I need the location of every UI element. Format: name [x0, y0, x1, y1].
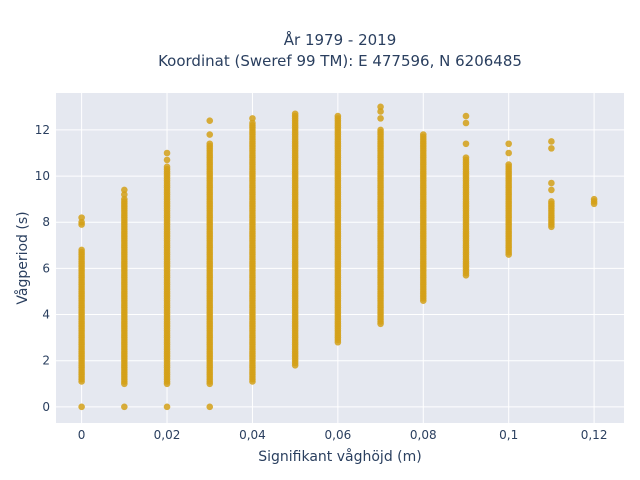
data-point	[206, 131, 214, 138]
y-tick-label: 8	[42, 215, 50, 229]
chart-title: År 1979 - 2019	[284, 30, 397, 49]
x-tick-label: 0,06	[325, 428, 352, 442]
data-point	[505, 149, 512, 157]
x-tick-label: 0,04	[239, 428, 266, 442]
data-point	[249, 115, 256, 122]
data-point	[505, 161, 512, 168]
data-point	[121, 195, 128, 203]
y-tick-label: 10	[35, 169, 50, 183]
data-point	[163, 156, 171, 164]
data-point	[121, 191, 128, 198]
data-point	[334, 112, 342, 120]
data-point	[78, 246, 85, 254]
y-axis-title: Vågperiod (s)	[14, 211, 31, 304]
data-point	[419, 131, 427, 138]
data-point	[206, 403, 214, 411]
data-point	[163, 163, 171, 171]
data-point	[249, 119, 256, 127]
x-tick-label: 0,12	[581, 428, 608, 442]
data-point	[548, 138, 555, 145]
data-point	[78, 403, 85, 411]
data-point	[163, 149, 171, 157]
y-tick-label: 6	[42, 261, 50, 275]
x-tick-label: 0	[78, 428, 86, 442]
data-point	[462, 112, 470, 120]
data-point	[462, 154, 470, 161]
y-tick-label: 12	[35, 123, 50, 137]
data-point	[291, 110, 299, 118]
data-point	[377, 126, 384, 134]
data-point	[163, 403, 171, 411]
data-point	[548, 145, 555, 152]
data-point	[121, 186, 128, 194]
data-point	[121, 403, 128, 411]
y-tick-label: 0	[42, 400, 50, 414]
data-point	[548, 198, 555, 205]
x-tick-label: 0,1	[499, 428, 518, 442]
data-point	[462, 119, 470, 127]
x-tick-label: 0,08	[410, 428, 437, 442]
data-point	[505, 140, 512, 148]
data-point	[78, 218, 85, 226]
data-point	[548, 179, 555, 187]
x-tick-labels: 0 0,02 0,04 0,06 0,08 0,1 0,12	[78, 428, 608, 442]
y-tick-label: 2	[42, 354, 50, 368]
data-point	[206, 117, 214, 124]
y-tick-labels: 0 2 4 6 8 10 12	[35, 123, 50, 414]
data-point	[78, 214, 85, 221]
data-points	[78, 103, 598, 411]
data-point	[377, 103, 384, 111]
x-tick-label: 0,02	[154, 428, 181, 442]
data-point	[462, 140, 470, 148]
data-point	[206, 140, 214, 148]
x-axis-title: Signifikant våghöjd (m)	[258, 448, 421, 465]
data-point	[377, 115, 384, 122]
y-tick-label: 4	[42, 308, 50, 322]
data-point	[548, 186, 555, 194]
chart-subtitle: Koordinat (Sweref 99 TM): E 477596, N 62…	[158, 52, 522, 70]
data-point	[377, 108, 384, 115]
data-point	[590, 195, 598, 203]
